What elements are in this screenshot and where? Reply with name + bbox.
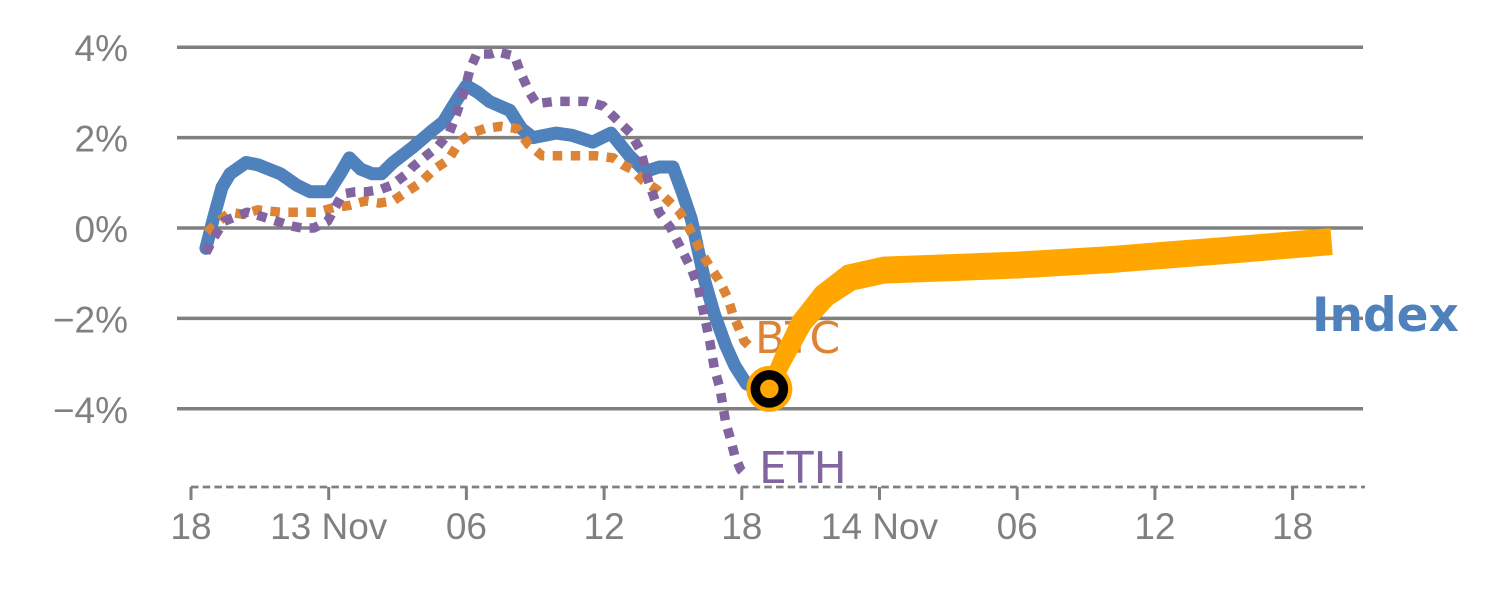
x-axis-layer: 18 13 Nov 06 12 18 14 Nov 06 12 18 <box>170 485 1365 547</box>
y-tick-label: −2% <box>53 299 128 340</box>
current-value-marker-ring <box>750 370 789 408</box>
btc-line <box>203 121 757 354</box>
forecast-band-layer <box>762 228 1333 393</box>
index-line <box>199 79 765 395</box>
y-axis-labels-layer: 4% 2% 0% −2% −4% <box>53 28 128 431</box>
x-tick-label: 18 <box>721 506 762 547</box>
eth-line <box>201 46 749 478</box>
x-tick-label: 06 <box>997 506 1038 547</box>
eth-series-label: ETH <box>759 443 847 494</box>
y-tick-label: 0% <box>75 209 128 250</box>
current-point-marker-layer <box>746 365 793 412</box>
x-tick-label: 14 Nov <box>821 506 939 547</box>
x-tick-label: 13 Nov <box>270 506 388 547</box>
y-tick-label: 2% <box>75 119 128 160</box>
y-tick-label: 4% <box>75 28 128 69</box>
index-series-label: Index <box>1312 288 1459 343</box>
series-layer <box>199 46 765 478</box>
x-tick-label: 18 <box>170 506 211 547</box>
x-tick-label: 06 <box>446 506 487 547</box>
x-tick-label: 12 <box>1134 506 1175 547</box>
x-tick-label: 18 <box>1272 506 1313 547</box>
x-tick-label: 12 <box>584 506 625 547</box>
y-tick-label: −4% <box>53 390 128 431</box>
index-forecast-band <box>762 228 1333 393</box>
